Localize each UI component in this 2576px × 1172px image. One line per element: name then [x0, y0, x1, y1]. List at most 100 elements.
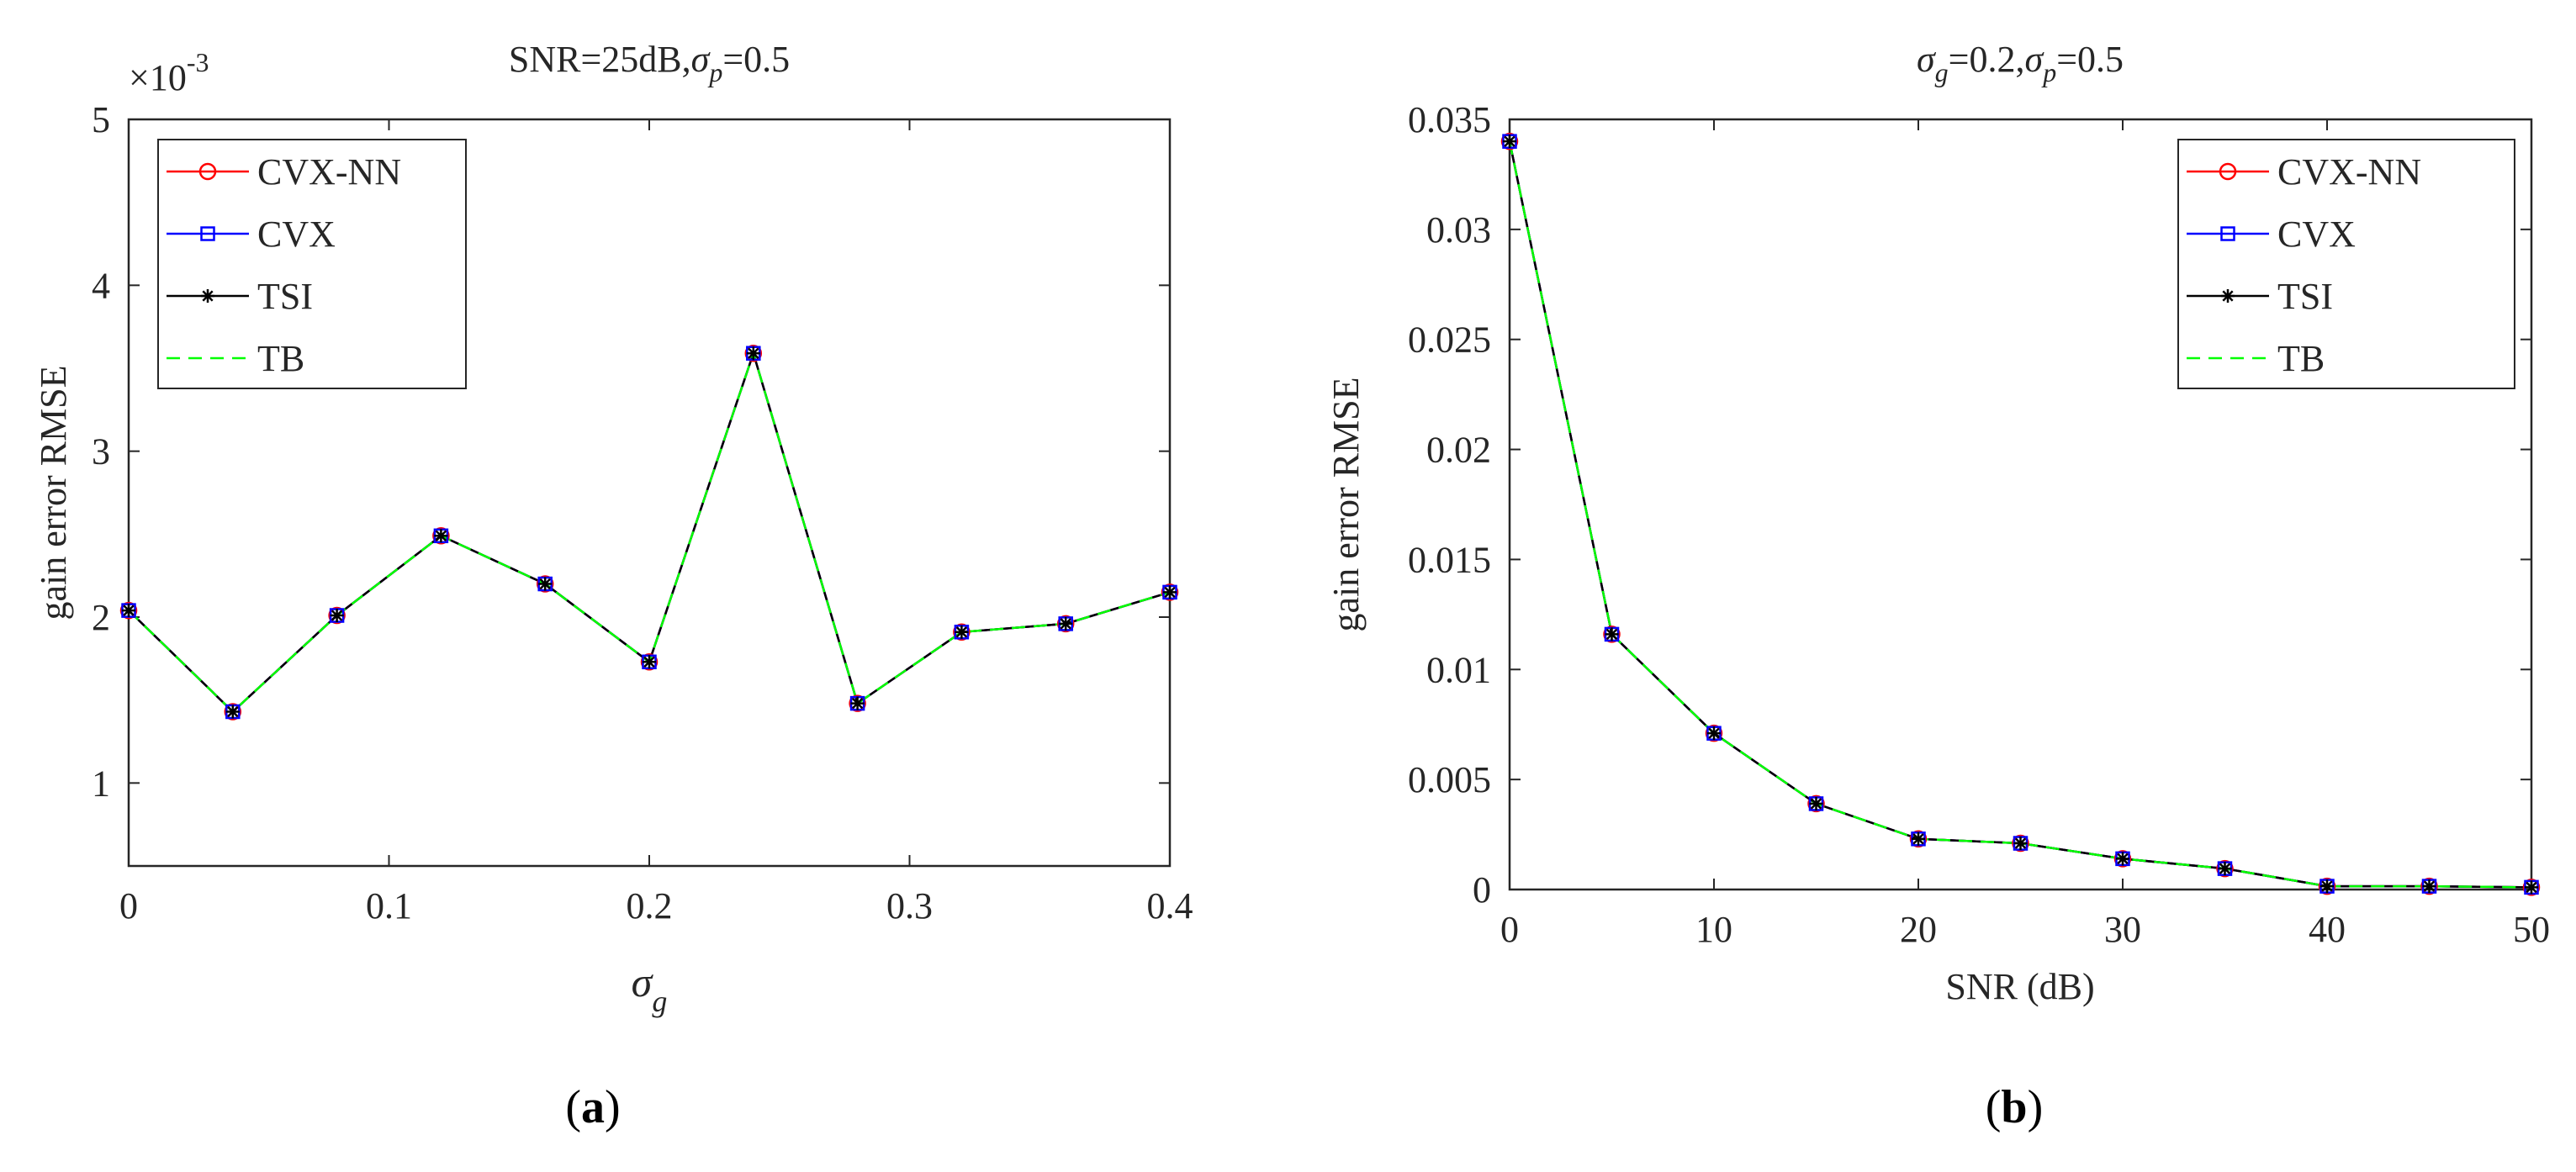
data-point-cvx-nn [2522, 879, 2541, 896]
data-point-cvx-nn [328, 606, 346, 625]
x-axis-label: SNR (dB) [1945, 966, 2094, 1007]
y-tick-label: 5 [92, 99, 110, 140]
y-exponent-power: -3 [187, 47, 209, 77]
data-point-tsi [434, 529, 448, 543]
x-axis-label: σg [632, 958, 668, 1018]
y-tick-label: 0.035 [1408, 99, 1491, 140]
data-point-cvx-nn [640, 653, 659, 671]
legend-label-cvx-nn: CVX-NN [2277, 151, 2421, 193]
legend: CVX-NN CVX TSI TB [157, 139, 467, 389]
data-point-tsi [643, 655, 656, 669]
data-point-tsi [1707, 726, 1721, 741]
data-point-cvx-nn [849, 694, 866, 712]
data-point-tsi [1912, 831, 1925, 846]
legend-marker-tsi [201, 289, 214, 303]
legend-marker-cvx [2220, 226, 2235, 241]
legend-marker-cvx-nn [2219, 162, 2237, 181]
title-suffix: =0.5 [2056, 39, 2124, 80]
data-point-tsi [2013, 837, 2028, 851]
y-axis-label: gain error RMSE [33, 365, 74, 620]
title-sigma: σ [691, 39, 711, 80]
y-axis-label: gain error RMSE [1325, 377, 1367, 631]
y-tick-label: 0.03 [1426, 209, 1491, 251]
legend-marker-cvx-nn [198, 162, 217, 181]
panel-label-open: ( [1986, 1081, 2002, 1133]
title-subscript-p: p [2041, 57, 2056, 87]
data-point-cvx-nn [744, 344, 763, 362]
data-point-cvx-nn [536, 575, 554, 593]
data-point-cvx-nn [1056, 615, 1075, 633]
x-tick-label: 0 [119, 885, 138, 927]
data-point-tsi [850, 696, 865, 710]
data-point-tsi [330, 609, 344, 623]
data-point-tsi [225, 705, 240, 719]
title-sigma-p: σ [2025, 39, 2045, 80]
x-tick-label: 0.1 [366, 885, 412, 927]
legend-label-tsi: TSI [257, 276, 313, 317]
legend-marker-cvx [200, 226, 215, 241]
y-tick-label: 0.015 [1408, 539, 1491, 580]
title-prefix: SNR=25dB, [509, 39, 691, 80]
panel-label: (a) [565, 1081, 620, 1133]
data-point-cvx-nn [2012, 834, 2029, 853]
panel-label-letter: a [581, 1081, 605, 1133]
x-tick-label: 0.4 [1147, 885, 1193, 927]
x-label-subscript: g [652, 985, 667, 1018]
x-tick-label: 0.3 [886, 885, 933, 927]
data-point-cvx-nn [1161, 583, 1179, 601]
data-point-tsi [2218, 862, 2232, 876]
data-point-tsi [2116, 852, 2129, 866]
x-tick-label: 20 [1900, 909, 1937, 950]
legend-marker-tsi [2221, 289, 2235, 303]
panel-label-close: ) [605, 1081, 621, 1133]
panel-label-letter: b [2001, 1081, 2027, 1133]
legend-label-cvx-nn: CVX-NN [257, 151, 401, 193]
title-suffix: =0.5 [722, 39, 790, 80]
y-tick-label: 0.025 [1408, 319, 1491, 361]
x-tick-label: 10 [1695, 909, 1732, 950]
data-point-tsi [2525, 880, 2538, 895]
data-point-cvx-nn [2318, 877, 2336, 895]
data-point-cvx-nn [1705, 724, 1723, 742]
y-tick-label: 3 [92, 431, 110, 472]
chart-panel-a: 0 0.1 0.2 0.3 0.4 1 2 3 4 5 ×10-3 SNR=25dB,σp=0.… [33, 39, 1193, 1133]
y-tick-label: 1 [92, 763, 110, 804]
legend: CVX-NN CVX TSI TB [2177, 139, 2515, 389]
data-point-tsi [1059, 616, 1073, 631]
y-tick-label: 2 [92, 597, 110, 638]
legend-label-tb: TB [2277, 338, 2325, 379]
legend-label-cvx: CVX [257, 214, 336, 255]
chart-panel-b: 0 10 20 30 40 50 0 0.005 0.01 0.015 0.02 0.025 0.03… [1325, 39, 2550, 1133]
data-point-cvx-nn [1909, 830, 1928, 848]
data-point-tsi [2320, 879, 2334, 894]
panel-label: (b) [1986, 1081, 2043, 1133]
data-point-tsi [1163, 585, 1177, 599]
title-middle: =0.2, [1949, 39, 2025, 80]
panel-label-close: ) [2028, 1081, 2044, 1133]
data-point-tsi [538, 577, 553, 591]
data-point-cvx-nn [432, 527, 450, 545]
title-sigma-g: σ [1917, 39, 1937, 80]
data-point-tsi [746, 346, 760, 361]
y-tick-label: 0.005 [1408, 759, 1491, 800]
legend-label-tb: TB [257, 338, 304, 379]
data-point-cvx-nn [224, 703, 242, 721]
y-exponent-label: ×10-3 [129, 47, 209, 98]
legend-box [2177, 139, 2515, 389]
data-point-cvx-nn [1500, 132, 1519, 150]
x-tick-label: 40 [2309, 909, 2346, 950]
y-tick-label: 4 [92, 265, 110, 306]
data-point-cvx-nn [2420, 877, 2438, 895]
data-point-tsi [1503, 135, 1516, 149]
legend-box [157, 139, 467, 389]
x-tick-label: 50 [2513, 909, 2550, 950]
title-subscript: p [707, 57, 722, 87]
x-tick-label: 0.2 [627, 885, 673, 927]
y-tick-label: 0 [1473, 869, 1491, 911]
panel-label-open: ( [565, 1081, 581, 1133]
title-subscript-g: g [1935, 57, 1949, 87]
data-point-tsi [1809, 796, 1823, 810]
y-tick-label: 0.02 [1426, 430, 1491, 471]
legend-label-cvx: CVX [2277, 214, 2356, 255]
data-point-cvx-nn [2113, 850, 2132, 868]
